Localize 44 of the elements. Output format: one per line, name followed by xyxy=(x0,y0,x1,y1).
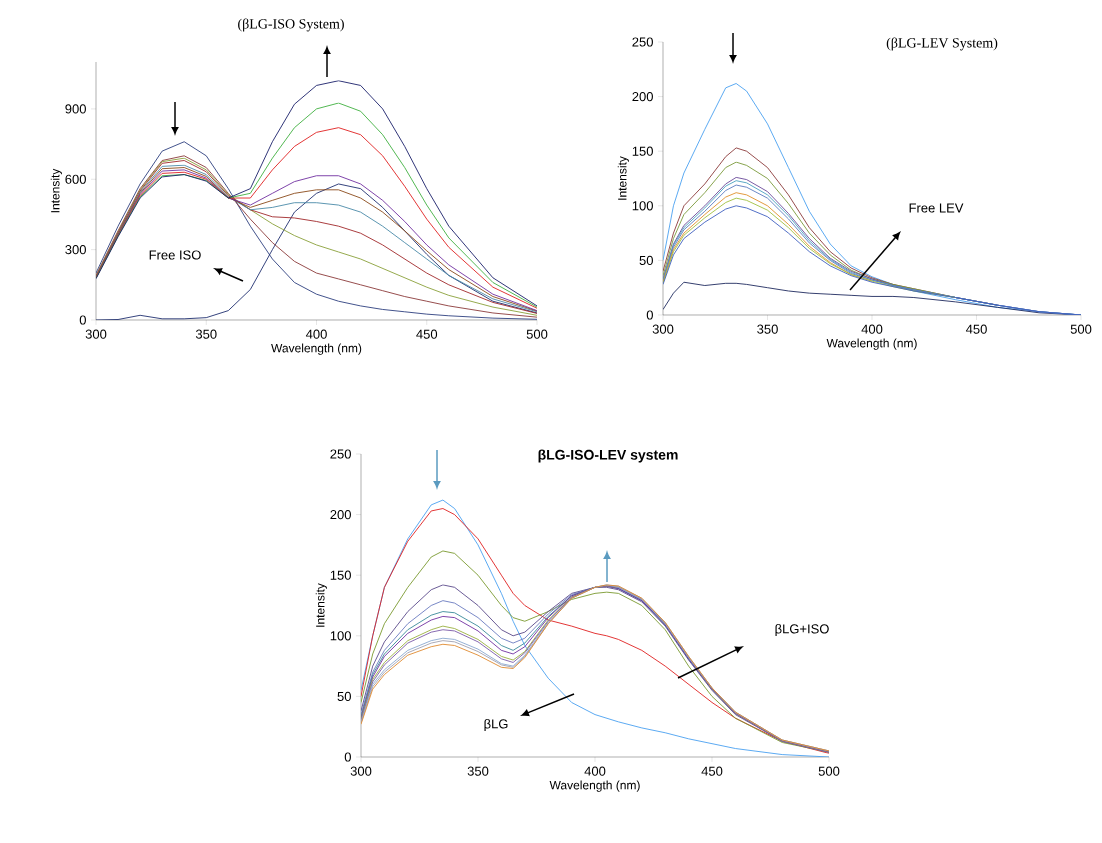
x-axis-title: Wavelength (nm) xyxy=(826,338,917,350)
y-tick-label: 0 xyxy=(344,752,351,762)
x-tick-label: 350 xyxy=(757,324,778,334)
x-tick-label: 400 xyxy=(861,324,883,334)
y-tick-label: 300 xyxy=(65,245,86,255)
annotation: Free ISO xyxy=(149,250,201,260)
y-tick-label: 150 xyxy=(330,570,351,580)
y-tick-label: 100 xyxy=(330,631,351,641)
chart-title: βLG-ISO-LEV system xyxy=(538,449,678,463)
x-tick-label: 350 xyxy=(467,766,489,776)
x-tick-label: 300 xyxy=(350,766,372,776)
x-tick-label: 450 xyxy=(416,329,438,339)
y-tick-label: 0 xyxy=(79,315,86,325)
y-tick-label: 250 xyxy=(330,449,351,459)
y-tick-label: 200 xyxy=(330,509,351,520)
x-tick-label: 500 xyxy=(1070,324,1092,334)
y-tick-label: 50 xyxy=(639,255,653,265)
y-tick-label: 250 xyxy=(632,37,653,47)
x-axis-title: Wavelength (nm) xyxy=(549,780,640,792)
annotation: Free LEV xyxy=(909,203,964,213)
x-tick-label: 400 xyxy=(584,766,606,776)
y-tick-label: 50 xyxy=(337,691,351,701)
x-tick-label: 500 xyxy=(818,766,840,776)
x-tick-label: 500 xyxy=(526,329,548,339)
x-tick-label: 300 xyxy=(85,329,107,339)
x-tick-label: 400 xyxy=(305,329,327,339)
y-axis-title: Intensity xyxy=(617,156,629,200)
chart-title: (βLG-ISO System) xyxy=(238,18,344,32)
y-axis-title: Intensity xyxy=(50,168,62,213)
y-tick-label: 200 xyxy=(632,91,653,102)
y-tick-label: 100 xyxy=(632,201,653,211)
y-tick-label: 150 xyxy=(632,146,653,156)
x-tick-label: 350 xyxy=(195,329,217,339)
annotation: βLG xyxy=(484,718,508,732)
x-tick-label: 450 xyxy=(701,766,723,776)
annotation: βLG+ISO xyxy=(775,623,829,637)
x-tick-label: 300 xyxy=(652,324,674,334)
x-axis-title: Wavelength (nm) xyxy=(271,343,362,355)
chart-title: (βLG-LEV System) xyxy=(886,37,998,51)
y-tick-label: 600 xyxy=(65,174,86,184)
y-axis-title: Intensity xyxy=(315,583,327,627)
y-tick-label: 900 xyxy=(65,104,86,114)
y-tick-label: 0 xyxy=(646,310,653,320)
x-tick-label: 450 xyxy=(965,324,987,334)
